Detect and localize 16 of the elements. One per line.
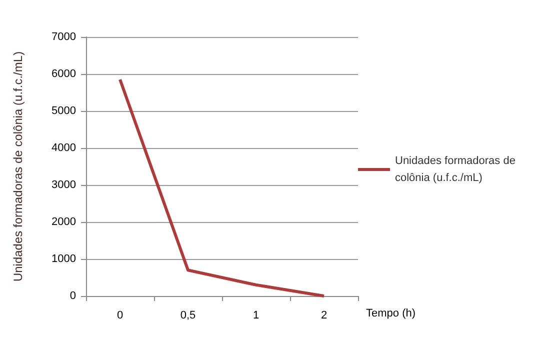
legend-label: Unidades formadoras de colônia (u.f.c./mL) <box>395 155 519 184</box>
y-tick-label: 7000 <box>52 31 76 43</box>
y-tick-label: 6000 <box>52 68 76 80</box>
y-axis-title: Unidades formadoras de colônia (u.f.c./mL) <box>11 51 25 282</box>
x-tick-label: 1 <box>252 310 260 322</box>
x-axis-title: Tempo (h) <box>366 308 416 320</box>
x-tick-label: 0,5 <box>180 310 196 322</box>
y-tick-label: 0 <box>70 290 76 302</box>
y-tick-label: 5000 <box>52 105 76 117</box>
y-tick-label: 4000 <box>52 142 76 154</box>
line-series <box>118 78 326 298</box>
y-tick-label: 2000 <box>52 216 76 228</box>
y-tick-label: 1000 <box>52 253 76 265</box>
y-tick-label: 3000 <box>52 179 76 191</box>
x-tick-label: 2 <box>320 310 328 322</box>
x-tick-label: 0 <box>116 310 124 322</box>
